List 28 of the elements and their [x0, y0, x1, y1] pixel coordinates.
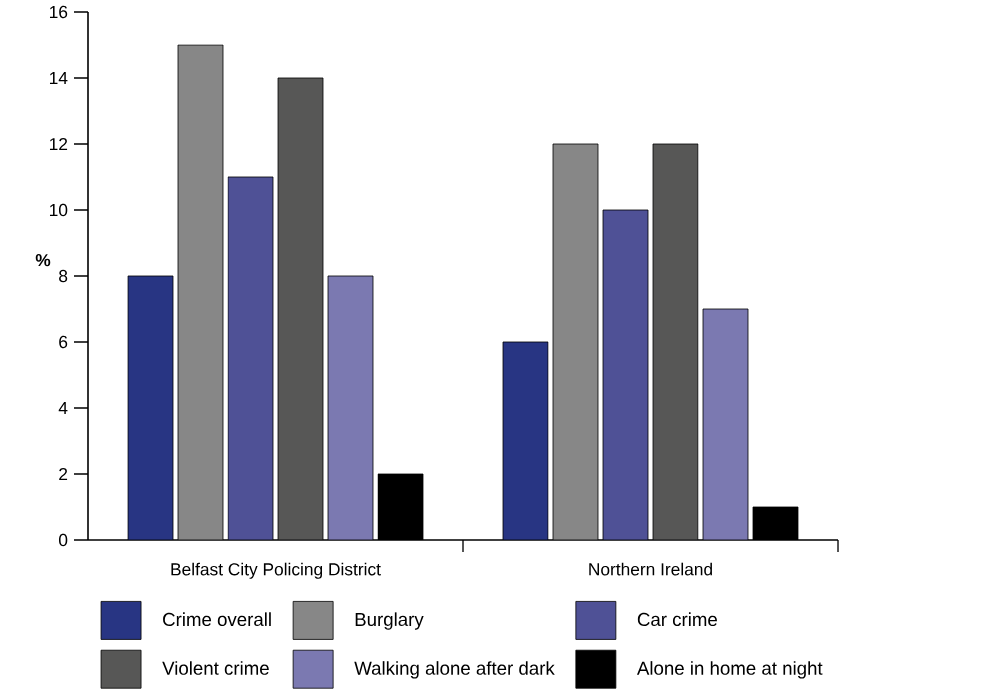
legend-label: Violent crime	[162, 661, 269, 675]
x-tick-label: Belfast City Policing District	[171, 562, 381, 579]
y-tick-label: 10	[49, 203, 68, 217]
bar	[277, 77, 324, 540]
y-axis-title: %	[35, 254, 51, 267]
bar	[502, 341, 549, 540]
y-tick-label: 2	[59, 467, 68, 481]
legend-label: Crime overall	[163, 612, 271, 627]
bar	[552, 143, 599, 540]
legend-label: Walking alone after dark	[354, 661, 555, 679]
bar	[652, 143, 699, 540]
bar	[227, 176, 274, 540]
legend-label: Burglary	[355, 612, 424, 630]
bar	[127, 275, 174, 540]
y-tick-label: 0	[58, 533, 68, 547]
legend-label: Car crime	[637, 612, 717, 627]
y-tick-label: 6	[59, 335, 68, 349]
y-tick-label: 8	[59, 269, 68, 283]
bar	[602, 209, 649, 540]
y-tick-label: 16	[49, 5, 68, 19]
y-tick-label: 4	[58, 402, 68, 414]
bar	[327, 275, 374, 540]
y-tick-label: 12	[49, 137, 68, 151]
legend-label: Alone in home at night	[636, 661, 823, 679]
bar	[177, 44, 224, 540]
y-tick-label: 14	[49, 72, 68, 84]
bar	[702, 308, 749, 540]
x-tick-label: Northern Ireland	[589, 562, 712, 576]
